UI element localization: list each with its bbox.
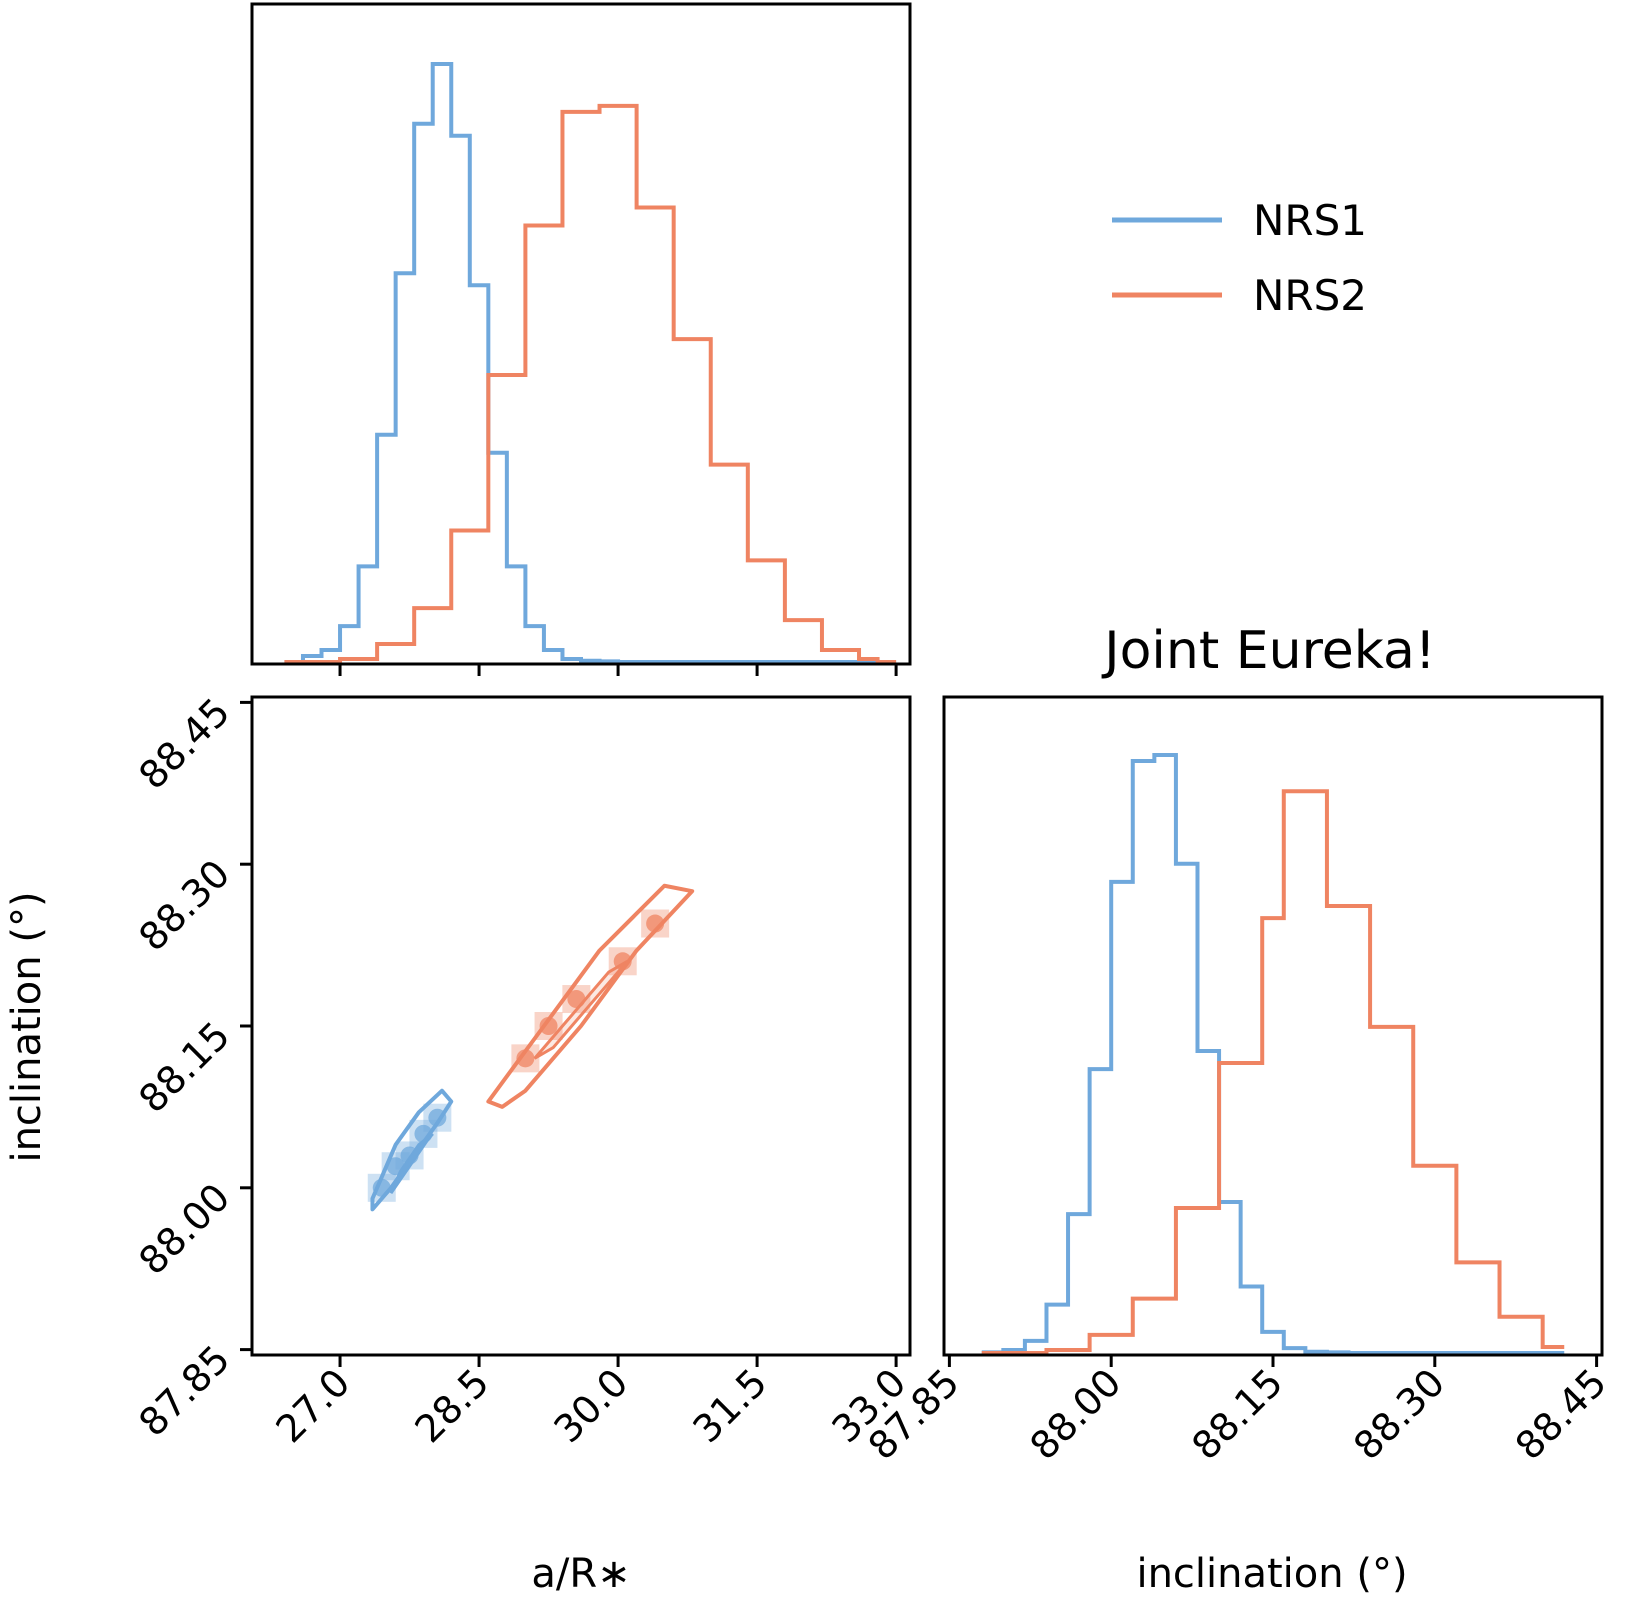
scatter-y-ticks: 87.85 88.00 88.15 88.30 88.45 [130, 690, 252, 1445]
legend: NRS1 NRS2 [1112, 196, 1367, 320]
legend-label-nrs2: NRS2 [1253, 271, 1367, 320]
nrs1-outer-contour [370, 1088, 454, 1212]
scatter-x-ticks: 27.0 28.5 30.0 31.5 33.0 [267, 1355, 914, 1451]
scatter-x-tick-label-0: 27.0 [267, 1360, 358, 1451]
x-axis-label-inclination: inclination (°) [1136, 1551, 1407, 1597]
scatter-y-tick-label-3: 88.30 [130, 851, 238, 959]
scatter-x-tick-label-2: 30.0 [545, 1360, 636, 1451]
nrs2-density-point-0 [516, 1049, 535, 1068]
hist-inc-ticks: 87.85 88.00 88.15 88.30 88.45 [860, 1355, 1615, 1468]
hist-inc-x-tick-label-2: 88.15 [1183, 1360, 1291, 1468]
legend-label-nrs1: NRS1 [1253, 196, 1367, 245]
hist-aR-nrs1-line [284, 62, 897, 664]
nrs2-density-point-1 [539, 1017, 558, 1035]
scatter-y-tick-label-1: 88.00 [130, 1175, 238, 1283]
scatter-y-tick-label-4: 88.45 [130, 690, 238, 798]
chart-title: Joint Eureka! [1101, 621, 1435, 681]
y-axis-label-inclination: inclination (°) [4, 891, 50, 1162]
hist-aR-frame [250, 2, 912, 666]
hist-inc-x-tick-label-3: 88.30 [1345, 1360, 1453, 1468]
hist-aR-nrs2-line [284, 103, 897, 664]
scatter-y-tick-label-0: 87.85 [130, 1337, 238, 1445]
hist-inc-nrs2-line [981, 789, 1565, 1355]
scatter-y-tick-label-2: 88.15 [130, 1013, 238, 1121]
hist-inc-x-tick-label-4: 88.45 [1507, 1360, 1615, 1468]
nrs2-outer-contour [486, 883, 695, 1109]
scatter-2d-panel: 27.0 28.5 30.0 31.5 33.0 87.8588.0088.1588.3… [130, 690, 914, 1452]
scatter-x-tick-label-3: 31.5 [685, 1360, 776, 1451]
hist-inc-x-tick-label-1: 88.00 [1022, 1360, 1130, 1468]
x-axis-label-aR: a/R∗ [531, 1551, 630, 1597]
hist-inc-frame [942, 695, 1604, 1357]
scatter-x-tick-label-1: 28.5 [406, 1360, 497, 1451]
hist-inc-panel: 87.85 88.00 88.15 88.30 88.45 [860, 695, 1615, 1468]
hist-aR-ticks [338, 664, 898, 676]
scatter-2d-content [367, 883, 695, 1212]
hist-aR-panel [250, 2, 912, 676]
